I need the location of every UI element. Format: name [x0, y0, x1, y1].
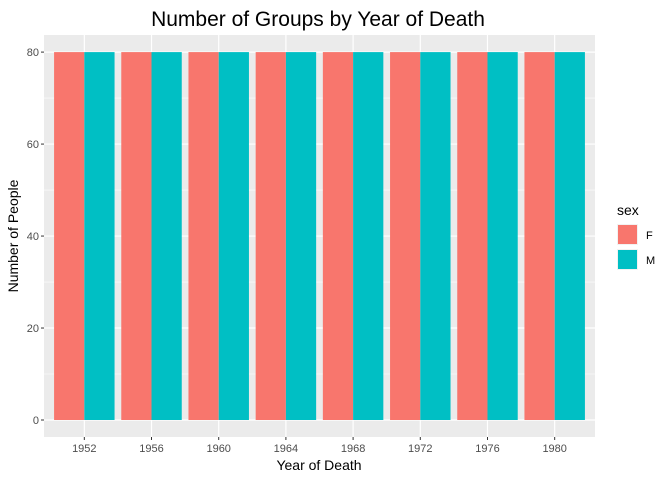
- bar-F-1976: [457, 52, 488, 420]
- bar-F-1980: [524, 52, 555, 420]
- bar-M-1956: [151, 52, 182, 420]
- bar-M-1952: [84, 52, 115, 420]
- bar-F-1968: [322, 52, 354, 420]
- bar-M-1968: [353, 52, 384, 420]
- bar-F-1960: [188, 52, 219, 420]
- bar-F-1956: [121, 52, 152, 420]
- chart-title: Number of Groups by Year of Death: [151, 8, 485, 31]
- bar-M-1972: [420, 52, 451, 420]
- y-axis: 0 20 40 60 80: [27, 47, 44, 427]
- x-axis-title: Year of Death: [276, 457, 361, 473]
- bar-F-1972: [390, 52, 421, 420]
- y-tick-label: 20: [27, 323, 39, 335]
- x-axis: 1952 1956 1960 1964 1968 1972 1976 1980: [72, 437, 567, 455]
- bar-M-1964: [285, 52, 317, 420]
- bar-F-1952: [54, 52, 85, 420]
- legend-label-F: F: [646, 230, 653, 242]
- y-axis-title: Number of People: [5, 179, 21, 292]
- legend-label-M: M: [646, 255, 655, 267]
- x-tick-label: 1980: [542, 443, 566, 455]
- y-tick-label: 60: [27, 139, 39, 151]
- bar-M-1976: [487, 52, 518, 420]
- x-tick-label: 1972: [408, 443, 432, 455]
- x-tick-label: 1960: [206, 443, 230, 455]
- bar-M-1960: [218, 52, 249, 420]
- bars: [54, 52, 585, 420]
- bar-M-1980: [554, 52, 585, 420]
- y-tick-label: 0: [33, 415, 39, 427]
- x-tick-label: 1976: [475, 443, 499, 455]
- y-tick-label: 80: [27, 47, 39, 59]
- legend-title: sex: [617, 202, 639, 218]
- bar-F-1964: [255, 52, 286, 420]
- x-tick-label: 1964: [274, 443, 298, 455]
- x-tick-label: 1952: [72, 443, 96, 455]
- x-tick-label: 1956: [139, 443, 163, 455]
- x-tick-label: 1968: [341, 443, 365, 455]
- legend: sex F M: [617, 202, 655, 270]
- legend-swatch-F: [618, 225, 637, 244]
- legend-swatch-M: [618, 250, 637, 269]
- y-tick-label: 40: [27, 231, 39, 243]
